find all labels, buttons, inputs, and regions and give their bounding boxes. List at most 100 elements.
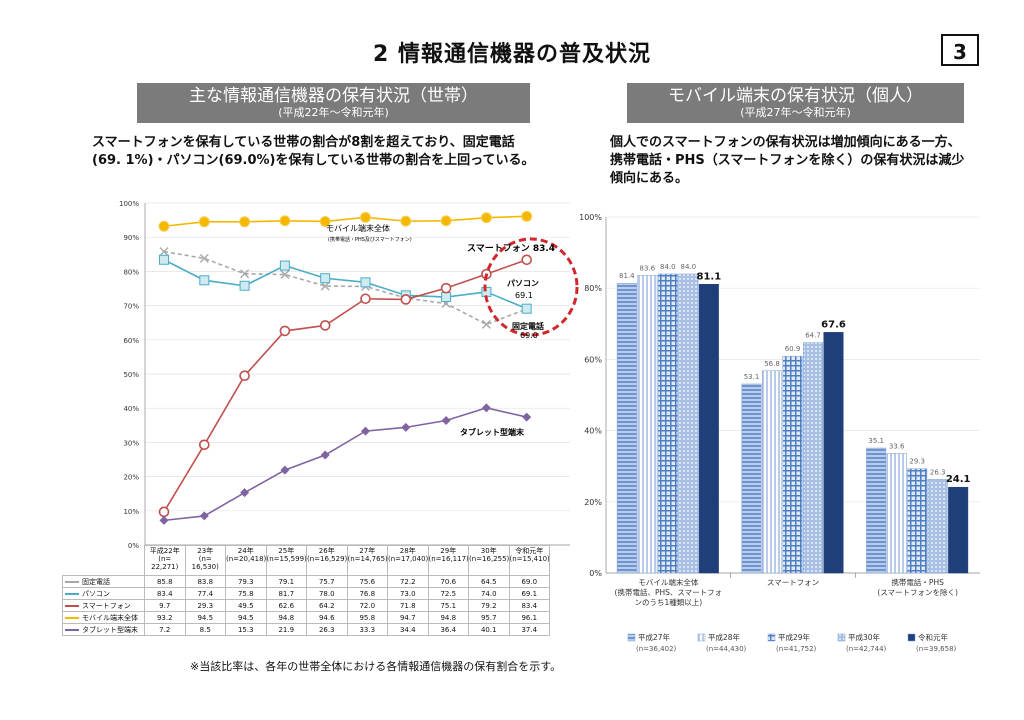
table-cell: 79.3	[225, 575, 267, 588]
landline-point	[481, 319, 491, 329]
bar-category-label: (スマートフォンを除く)	[877, 587, 958, 597]
table-year-header: 23年 (n= 16,530)	[184, 545, 226, 576]
landline-point	[280, 269, 290, 279]
annotation-mobile-all: モバイル端末全体	[326, 223, 390, 233]
bar-category-label: スマートフォン	[767, 578, 819, 587]
smartphone-point	[440, 282, 452, 294]
table-cell: 76.8	[346, 587, 388, 600]
landline-point	[240, 269, 250, 279]
bar-data-label: 83.6	[640, 264, 656, 272]
page-title: 2 情報通信機器の普及状況	[373, 42, 651, 67]
right-lead-line-1: 個人でのスマートフォンの保有状況は増加傾向にある一方、	[610, 135, 961, 150]
line-chart-y-tick-label: 0%	[128, 542, 139, 550]
table-cell: 94.8	[265, 611, 307, 624]
table-year-label: 29年	[440, 547, 457, 555]
table-sample-size: (n=20,418)	[226, 555, 266, 563]
table-cell: 62.6	[265, 599, 307, 612]
bar	[698, 284, 719, 574]
household-line-chart: 0% 10% 20% 30% 40% 50% 60% 70% 80% 90% 100% モバイル端末…	[100, 195, 580, 555]
table-cell: 83.4	[508, 599, 550, 612]
legend-swatch	[697, 633, 706, 642]
bar-data-label: 84.0	[681, 263, 697, 271]
right-banner-subtitle: (平成27年～令和元年)	[740, 106, 851, 119]
mobile-all-point	[198, 216, 210, 228]
table-cell: 74.0	[468, 587, 510, 600]
left-lead-text: スマートフォンを保有している世帯の割合が8割を超えており、固定電話 (69. 1…	[92, 134, 572, 170]
pc-point	[521, 303, 532, 314]
legend-swatch	[767, 633, 776, 642]
smartphone-point	[158, 506, 170, 518]
line-chart-y-tick-label: 60%	[123, 337, 139, 345]
bar-data-label: 35.1	[868, 437, 884, 445]
tablet-point	[240, 488, 250, 498]
table-cell: 83.4	[144, 587, 186, 600]
table-series-name: スマートフォン	[82, 601, 131, 610]
mobile-all-point	[239, 216, 251, 228]
tablet-point	[441, 416, 451, 426]
table-cell: 72.2	[387, 575, 429, 588]
line-chart-y-tick-label: 40%	[123, 405, 139, 413]
table-year-label: 28年	[399, 547, 416, 555]
line-series-circle	[163, 259, 527, 513]
annotation-smartphone: スマートフォン 83.4	[467, 243, 555, 254]
table-cell: 94.5	[225, 611, 267, 624]
table-cell: 49.5	[225, 599, 267, 612]
bar-category-label: 携帯電話・PHS	[891, 577, 944, 587]
bar-data-label: 29.3	[909, 458, 925, 466]
bar	[741, 383, 762, 574]
left-banner-title: 主な情報通信機器の保有状況（世帯）	[189, 86, 478, 106]
legend-series-name: 平成29年	[778, 632, 811, 642]
table-cell: 36.4	[427, 623, 469, 636]
line-chart-y-tick-label: 100%	[119, 200, 139, 208]
table-sample-size: (n= 22,271)	[151, 555, 179, 571]
line-chart-y-tick-label: 30%	[123, 439, 139, 447]
table-row: パソコン 83.4 77.4 75.8 81.7 78.0 76.8 73.0 72.5 74.0…	[62, 587, 550, 600]
bar-data-label: 26.3	[930, 468, 946, 476]
table-year-header: 27年 (n=14,765)	[346, 545, 388, 576]
tablet-point	[159, 515, 169, 525]
table-cell: 71.8	[387, 599, 429, 612]
bar-data-label: 84.0	[660, 263, 676, 271]
table-corner	[63, 546, 145, 576]
annotation-pc-name: パソコン	[507, 278, 539, 288]
tablet-point	[280, 465, 290, 475]
household-data-table: 平成22年 (n= 22,271) 23年 (n= 16,530) 24年 (n=20,4…	[62, 545, 550, 636]
table-series-name: パソコン	[82, 589, 110, 598]
bar	[803, 342, 823, 574]
smartphone-point	[360, 293, 371, 305]
bar	[782, 355, 803, 574]
bar	[823, 332, 844, 574]
bar	[948, 486, 969, 574]
table-row: 固定電話 85.8 83.8 79.3 79.1 75.7 75.6 72.2 70.6 64.5…	[62, 575, 550, 588]
table-cell: 85.8	[144, 575, 186, 588]
line-chart-grid	[144, 202, 570, 546]
table-row-label: 固定電話	[62, 575, 145, 588]
bar-data-label: 67.6	[821, 319, 846, 330]
bar-category-label: モバイル端末全体	[638, 577, 698, 587]
line-series-square	[163, 259, 528, 310]
mobile-all-point	[440, 215, 452, 227]
table-cell: 75.1	[427, 599, 469, 612]
table-series-name: タブレット型端末	[82, 625, 138, 634]
table-cell: 29.3	[184, 599, 226, 612]
table-cell: 94.6	[306, 611, 348, 624]
smartphone-point	[319, 320, 331, 331]
table-cell: 79.1	[265, 575, 307, 588]
table-sample-size: (n= 16,530)	[191, 555, 219, 571]
table-year-label: 25年	[278, 547, 295, 555]
bar	[927, 479, 948, 574]
pc-point	[320, 273, 331, 284]
table-row-label: パソコン	[62, 587, 145, 600]
table-row-label: モバイル端末全体	[62, 611, 145, 624]
table-cell: 83.8	[184, 575, 226, 588]
legend-series-name: 平成28年	[708, 632, 741, 642]
bar-chart-y-tick-label: 40%	[584, 427, 602, 436]
table-header-row: 平成22年 (n= 22,271) 23年 (n= 16,530) 24年 (n=20,4…	[63, 545, 550, 576]
annotation-pc-value: 69.1	[515, 291, 533, 300]
bar-chart-bars: 81.483.6 84.0 84.081.153.156.860.964.767.6…	[616, 263, 971, 574]
tablet-point	[522, 412, 532, 422]
legend-swatch	[907, 633, 916, 642]
table-cell: 94.5	[184, 611, 226, 624]
table-cell: 64.5	[468, 575, 510, 588]
